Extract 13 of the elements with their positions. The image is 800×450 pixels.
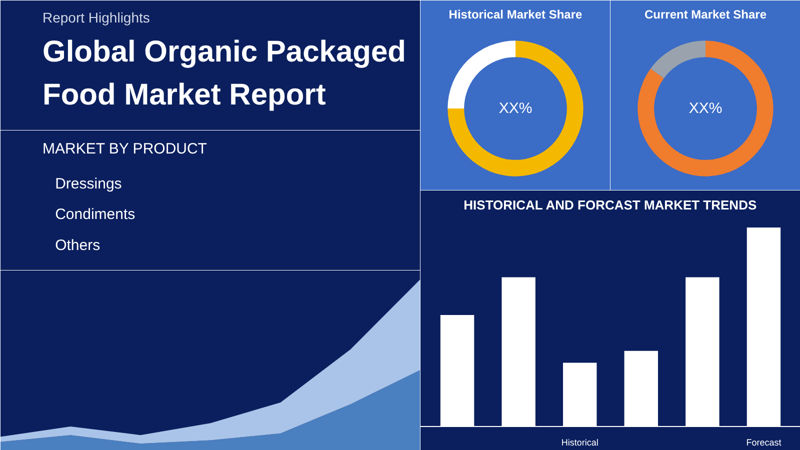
text: XX% [498, 100, 532, 117]
chart-title: HISTORICAL AND FORCAST MARKET TRENDS [464, 198, 757, 212]
text: XX% [688, 100, 722, 117]
text: Others [55, 236, 100, 254]
text: Global Organic Packaged Food Market Report [42, 36, 406, 112]
text: Report Highlights [42, 10, 150, 26]
text: Dressings [55, 175, 122, 192]
text: MARKET BY PRODUCT [42, 140, 207, 158]
x-tick-label: Forecast [746, 438, 782, 448]
chart-title: Current Market Share [644, 8, 767, 22]
chart-title: Historical Market Share [448, 8, 583, 22]
text: Condiments [55, 206, 136, 224]
x-tick-label: Historical [561, 438, 598, 448]
